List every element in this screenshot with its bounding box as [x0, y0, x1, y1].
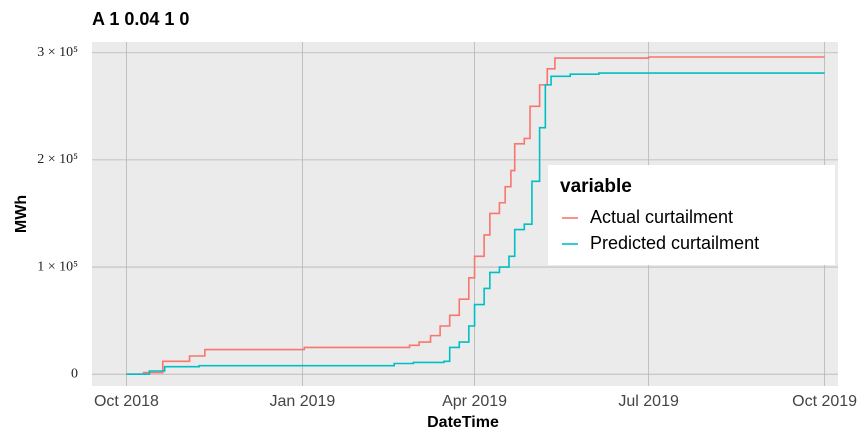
- y-tick-label: 0: [71, 366, 78, 381]
- x-tick-label: Apr 2019: [442, 393, 507, 410]
- x-tick-label: Oct 2019: [792, 393, 857, 410]
- legend-label: Actual curtailment: [590, 207, 733, 227]
- legend-title: variable: [560, 176, 632, 197]
- legend-label: Predicted curtailment: [590, 233, 759, 253]
- y-tick-label: 3 × 10⁵: [37, 45, 78, 60]
- x-tick-label: Jul 2019: [618, 393, 679, 410]
- y-axis-label: MWh: [13, 195, 30, 233]
- x-tick-label: Oct 2018: [94, 393, 159, 410]
- legend-box: [548, 165, 835, 265]
- chart-title: A 1 0.04 1 0: [92, 9, 189, 29]
- data-line: [126, 56, 825, 376]
- y-tick-label: 2 × 10⁵: [37, 152, 78, 167]
- y-tick-label: 1 × 10⁵: [37, 259, 78, 274]
- x-axis-label: DateTime: [427, 414, 499, 431]
- x-tick-label: Jan 2019: [269, 393, 335, 410]
- data-line: [126, 72, 825, 376]
